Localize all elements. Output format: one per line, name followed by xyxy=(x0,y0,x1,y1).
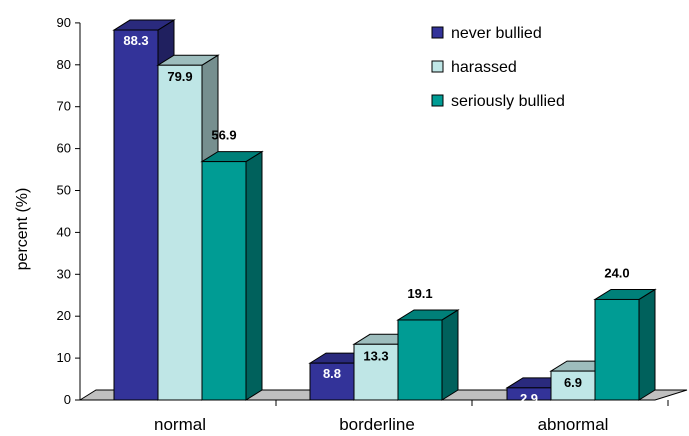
bar xyxy=(396,309,460,401)
bar-side-face xyxy=(245,150,263,401)
y-axis-title: percent (%) xyxy=(14,188,31,271)
x-tick-label: borderline xyxy=(339,415,415,434)
data-label: 56.9 xyxy=(211,128,236,143)
y-axis: 0 10 20 30 40 50 60 70 80 90 xyxy=(57,15,81,407)
data-label: 24.0 xyxy=(604,265,629,280)
bar xyxy=(593,288,657,401)
y-tick-label: 20 xyxy=(57,308,71,323)
bar-front-face xyxy=(594,298,640,401)
category-labels: normal borderline abnormal xyxy=(154,415,608,434)
x-tick-label: abnormal xyxy=(538,415,609,434)
y-tick-label: 60 xyxy=(57,141,71,156)
bar-front-face xyxy=(157,64,203,401)
data-label: 19.1 xyxy=(407,286,432,301)
legend-swatch xyxy=(431,60,444,73)
data-labels: 88.3 79.9 56.9 8.8 13.3 19.1 2.9 6.9 24.0 xyxy=(123,33,629,406)
legend-label: harassed xyxy=(451,59,517,76)
data-label: 88.3 xyxy=(123,33,148,48)
legend-label: seriously bullied xyxy=(451,93,565,110)
y-tick-label: 0 xyxy=(64,392,71,407)
y-tick-label: 90 xyxy=(57,15,71,30)
bar-front-face xyxy=(309,362,355,401)
bar-front-face xyxy=(397,319,443,401)
x-tick-label: normal xyxy=(154,415,206,434)
legend-entry: seriously bullied xyxy=(431,93,565,110)
y-tick-label: 10 xyxy=(57,350,71,365)
bar-side-face xyxy=(441,309,459,401)
y-tick-label: 80 xyxy=(57,57,71,72)
bars xyxy=(112,19,657,401)
bar-front-face xyxy=(201,161,247,401)
legend-entry: never bullied xyxy=(431,25,542,42)
legend-label: never bullied xyxy=(451,25,542,42)
y-tick-label: 70 xyxy=(57,99,71,114)
bar-side-face xyxy=(638,288,656,401)
data-label: 79.9 xyxy=(167,69,192,84)
y-tick-label: 30 xyxy=(57,266,71,281)
data-label: 13.3 xyxy=(363,348,388,363)
y-tick-label: 40 xyxy=(57,224,71,239)
legend-entry: harassed xyxy=(431,59,517,76)
legend-swatch xyxy=(431,26,444,39)
data-label: 8.8 xyxy=(323,366,341,381)
data-label: 2.9 xyxy=(520,391,538,406)
bar-front-face xyxy=(550,370,596,401)
legend: never bullied harassed seriously bullied xyxy=(431,25,565,110)
bar-front-face xyxy=(113,29,159,401)
bar xyxy=(200,150,264,401)
data-label: 6.9 xyxy=(564,375,582,390)
y-tick-label: 50 xyxy=(57,183,71,198)
legend-swatch xyxy=(431,94,444,107)
